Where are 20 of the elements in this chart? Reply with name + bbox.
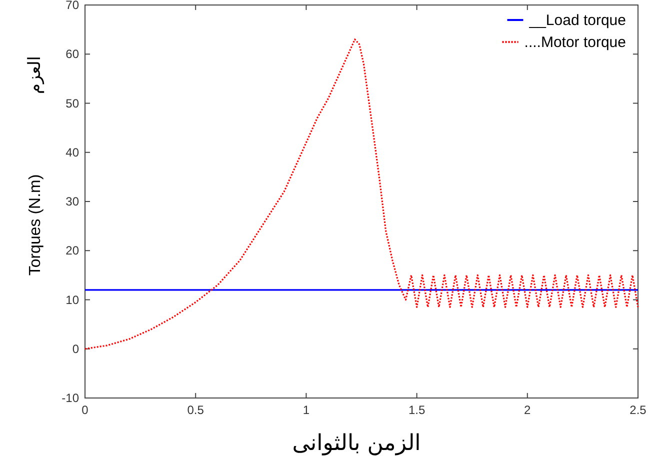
y-tick-label: 40 — [66, 145, 80, 160]
x-tick-label: 0.5 — [187, 403, 204, 417]
y-tick-label: 0 — [72, 342, 80, 356]
x-tick-label: 0 — [82, 403, 89, 417]
y-tick-label: 30 — [66, 194, 80, 208]
x-tick-label: 2 — [524, 403, 532, 417]
y-tick-label: 50 — [66, 96, 80, 110]
legend-label: __Load torque — [528, 12, 626, 29]
y-axis-title: Torques (N.m) — [27, 174, 44, 276]
y-tick-label: 20 — [66, 244, 80, 258]
y-tick-label: -10 — [62, 391, 80, 405]
y-tick-label: 60 — [66, 47, 80, 62]
legend-label: ....Motor torque — [524, 34, 626, 51]
x-axis-title: الزمن بالثوانى — [292, 431, 421, 456]
x-tick-label: 1.5 — [408, 403, 426, 417]
x-tick-label: 2.5 — [630, 403, 647, 417]
text: العزم — [25, 56, 45, 94]
x-tick-label: 1 — [302, 403, 310, 417]
y-tick-label: 70 — [66, 0, 80, 12]
y-tick-label: 10 — [66, 292, 80, 307]
